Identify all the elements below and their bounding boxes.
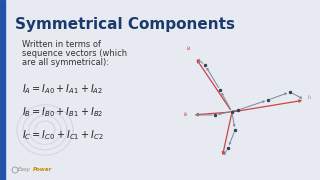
Text: Written in terms of: Written in terms of — [22, 40, 101, 49]
Text: $I_A = I_{A0} + I_{A1} + I_{A2}$: $I_A = I_{A0} + I_{A1} + I_{A2}$ — [22, 82, 103, 96]
Text: $I_B = I_{B0} + I_{B1} + I_{B2}$: $I_B = I_{B0} + I_{B1} + I_{B2}$ — [22, 105, 103, 119]
Bar — [0, 0, 5, 180]
Text: Easy: Easy — [18, 167, 31, 172]
Text: $I_C = I_{C0} + I_{C1} + I_{C2}$: $I_C = I_{C0} + I_{C1} + I_{C2}$ — [22, 128, 104, 142]
Text: $I_B$: $I_B$ — [183, 111, 189, 120]
Text: $I_1$: $I_1$ — [307, 94, 312, 102]
Text: Power: Power — [33, 167, 52, 172]
Text: Symmetrical Components: Symmetrical Components — [15, 17, 235, 32]
Text: $I_A$: $I_A$ — [187, 44, 192, 53]
Text: are all symmetrical):: are all symmetrical): — [22, 58, 109, 67]
Text: sequence vectors (which: sequence vectors (which — [22, 49, 127, 58]
